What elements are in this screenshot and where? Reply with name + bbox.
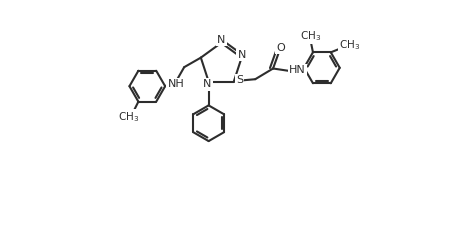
Text: CH$_3$: CH$_3$ [300, 29, 321, 43]
Text: CH$_3$: CH$_3$ [118, 110, 139, 124]
Text: N: N [217, 35, 226, 45]
Text: N: N [203, 79, 211, 89]
Text: HN: HN [289, 65, 306, 75]
Text: S: S [236, 75, 243, 85]
Text: NH: NH [168, 79, 184, 89]
Text: CH$_3$: CH$_3$ [339, 38, 360, 52]
Text: O: O [276, 43, 285, 53]
Text: N: N [237, 50, 246, 60]
